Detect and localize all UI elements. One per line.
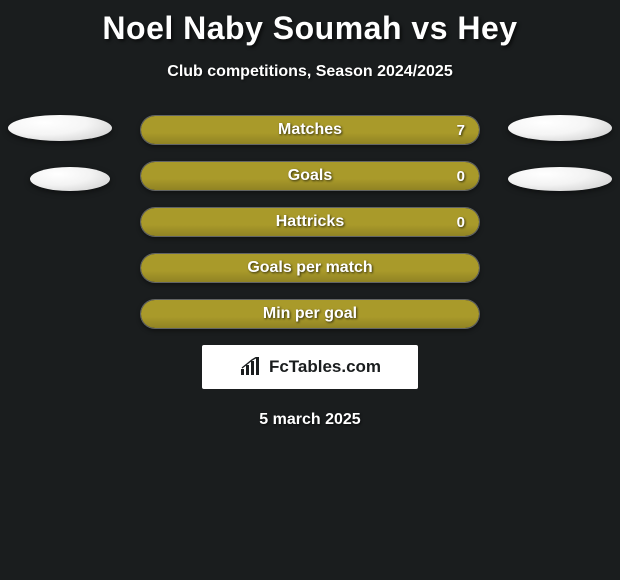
- brand-badge: FcTables.com: [202, 345, 418, 389]
- bar-matches-value: 7: [457, 116, 465, 144]
- stat-bars: Matches 7 Goals 0 Hattricks 0 Goals per …: [140, 115, 480, 329]
- bar-hattricks: Hattricks 0: [140, 207, 480, 237]
- brand-text: FcTables.com: [269, 357, 381, 377]
- player-left-ellipse-1: [8, 115, 112, 141]
- player-right-ellipse-1: [508, 115, 612, 141]
- bar-goals-value: 0: [457, 162, 465, 190]
- bar-hattricks-label: Hattricks: [141, 208, 479, 236]
- bar-matches-label: Matches: [141, 116, 479, 144]
- chart-date: 5 march 2025: [0, 411, 620, 429]
- bar-goals-per-match-label: Goals per match: [141, 254, 479, 282]
- player-left-ellipse-2: [30, 167, 110, 191]
- bar-min-per-goal: Min per goal: [140, 299, 480, 329]
- page-subtitle: Club competitions, Season 2024/2025: [0, 63, 620, 81]
- bar-hattricks-value: 0: [457, 208, 465, 236]
- player-right-ellipse-2: [508, 167, 612, 191]
- page-title: Noel Naby Soumah vs Hey: [0, 0, 620, 47]
- bar-matches: Matches 7: [140, 115, 480, 145]
- brand-bars-icon: [239, 357, 263, 377]
- bar-goals-per-match: Goals per match: [140, 253, 480, 283]
- bar-goals-label: Goals: [141, 162, 479, 190]
- bar-min-per-goal-label: Min per goal: [141, 300, 479, 328]
- comparison-chart: Matches 7 Goals 0 Hattricks 0 Goals per …: [0, 115, 620, 429]
- bar-goals: Goals 0: [140, 161, 480, 191]
